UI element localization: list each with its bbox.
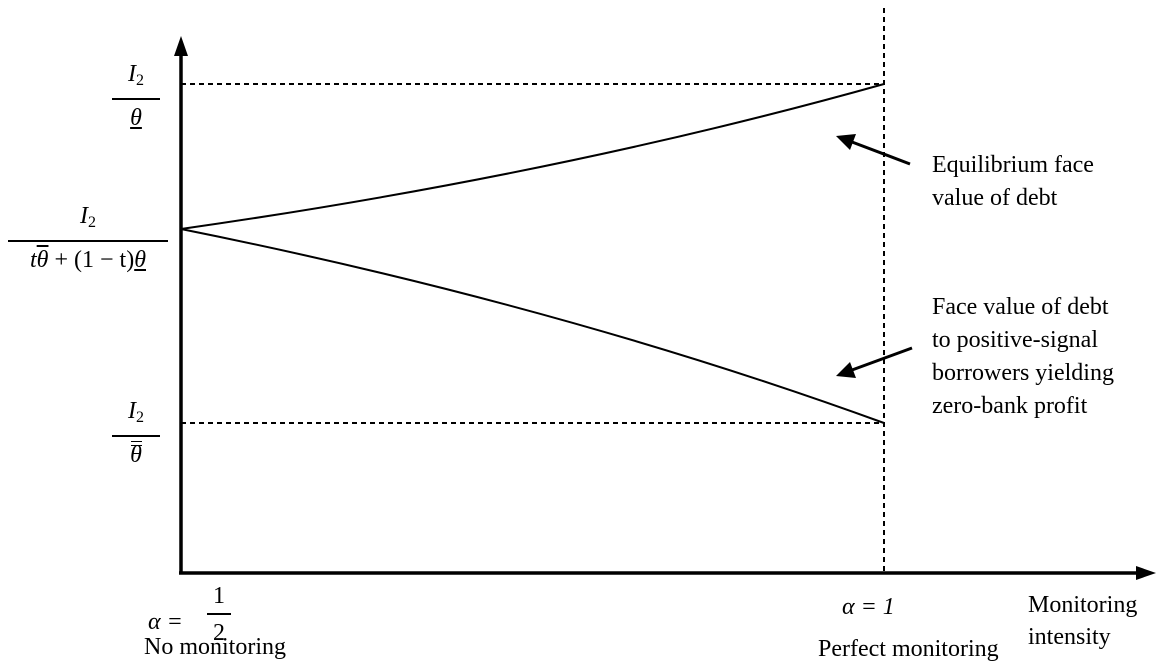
y-label-lower-numerator: I2 <box>128 398 144 426</box>
y-label-start-numerator: I2 <box>80 203 96 231</box>
upper-annotation-arrowhead <box>836 134 856 150</box>
x-label-alpha-start: α = <box>148 609 183 635</box>
lower-annotation-line1: Face value of debt <box>932 294 1109 320</box>
x-caption-perfect-monitoring: Perfect monitoring <box>818 636 999 662</box>
upper-annotation-arrow-shaft <box>851 140 911 166</box>
y-label-upper-bound: I2 θ <box>112 60 160 132</box>
y-label-lower-bound: I2 θ <box>112 397 160 469</box>
upper-annotation-line2: value of debt <box>932 185 1058 211</box>
x-label-half-numerator: 1 <box>213 583 225 609</box>
x-axis-arrowhead <box>1136 566 1156 580</box>
upper-annotation-line1: Equilibrium face <box>932 152 1094 178</box>
x-label-alpha-half: 1 2 <box>207 582 231 647</box>
lower-annotation-arrow-shaft <box>851 346 913 372</box>
y-label-start-denominator: tθ + (1 − t)θ <box>30 247 146 273</box>
y-label-upper-denominator: θ <box>130 105 142 131</box>
y-label-start-fraction-bar <box>8 240 168 242</box>
x-label-half-denominator: 2 <box>213 620 225 646</box>
y-label-lower-denominator: θ <box>130 441 142 468</box>
x-label-alpha-end: α = 1 <box>842 594 895 620</box>
equilibrium-face-value-curve <box>180 83 885 230</box>
lower-annotation-line3: borrowers yielding <box>932 360 1114 386</box>
x-axis-title-line2: intensity <box>1028 624 1111 650</box>
y-label-upper-fraction-bar <box>112 98 160 100</box>
x-label-half-bar <box>207 613 231 615</box>
lower-annotation-arrowhead <box>836 362 856 378</box>
y-axis-arrowhead <box>174 36 188 56</box>
zero-profit-face-value-curve <box>180 228 885 424</box>
x-caption-no-monitoring: No monitoring <box>144 634 286 660</box>
x-axis-title-line1: Monitoring <box>1028 592 1138 618</box>
y-label-upper-numerator: I2 <box>128 61 144 89</box>
y-label-start-value: I2 tθ + (1 − t)θ <box>8 202 168 274</box>
lower-annotation-line4: zero-bank profit <box>932 393 1088 419</box>
y-label-lower-fraction-bar <box>112 435 160 437</box>
lower-annotation-line2: to positive-signal <box>932 327 1098 353</box>
